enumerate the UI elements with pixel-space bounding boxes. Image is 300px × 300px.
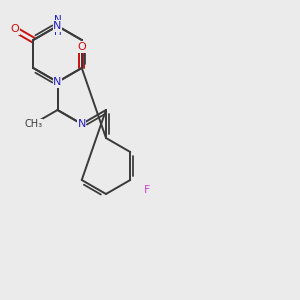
Text: N: N bbox=[53, 21, 62, 31]
Text: O: O bbox=[11, 25, 20, 34]
Text: N: N bbox=[53, 77, 62, 87]
Text: CH₃: CH₃ bbox=[24, 119, 42, 129]
Text: N
H: N H bbox=[54, 15, 61, 37]
Text: F: F bbox=[144, 185, 150, 195]
Text: O: O bbox=[77, 42, 86, 52]
Text: N: N bbox=[78, 119, 86, 129]
